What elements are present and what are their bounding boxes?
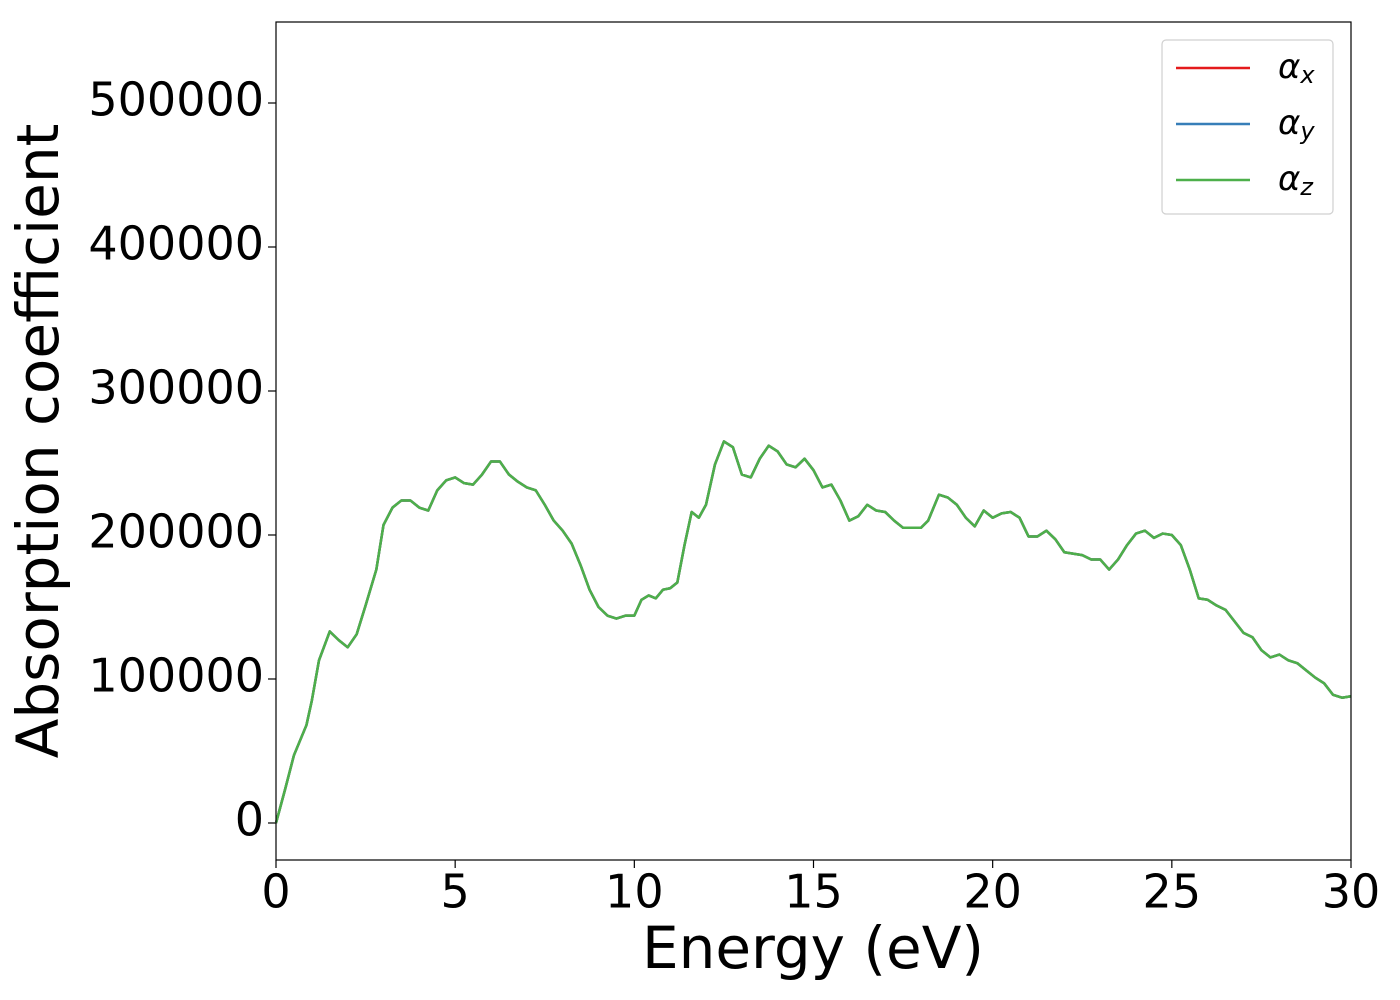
x-tick-label: 20 bbox=[963, 865, 1022, 919]
x-tick-label: 25 bbox=[1143, 865, 1202, 919]
x-tick-label: 0 bbox=[261, 865, 290, 919]
x-tick-label: 15 bbox=[784, 865, 843, 919]
y-axis-label: Absorption coefficient bbox=[4, 124, 72, 759]
x-tick-label: 30 bbox=[1322, 865, 1381, 919]
plot-frame bbox=[275, 21, 1352, 861]
legend-label: αx bbox=[1278, 47, 1315, 90]
y-tick-label: 400000 bbox=[88, 216, 264, 270]
x-tick-label: 5 bbox=[441, 865, 470, 919]
legend: αx αy αz bbox=[1161, 39, 1334, 215]
legend-box bbox=[1161, 39, 1334, 215]
y-tick-label: 100000 bbox=[88, 648, 264, 702]
y-tick-label: 300000 bbox=[88, 360, 264, 414]
data-line bbox=[274, 440, 1352, 824]
y-tick-label: 0 bbox=[235, 792, 264, 846]
x-tick-label: 10 bbox=[605, 865, 664, 919]
y-tick-label: 200000 bbox=[88, 504, 264, 558]
x-axis-label: Energy (eV) bbox=[642, 914, 984, 982]
legend-label: αz bbox=[1278, 159, 1314, 202]
legend-label: αy bbox=[1278, 103, 1315, 146]
data-line bbox=[274, 440, 1352, 824]
y-tick-label: 500000 bbox=[88, 72, 264, 126]
data-line bbox=[274, 440, 1352, 824]
